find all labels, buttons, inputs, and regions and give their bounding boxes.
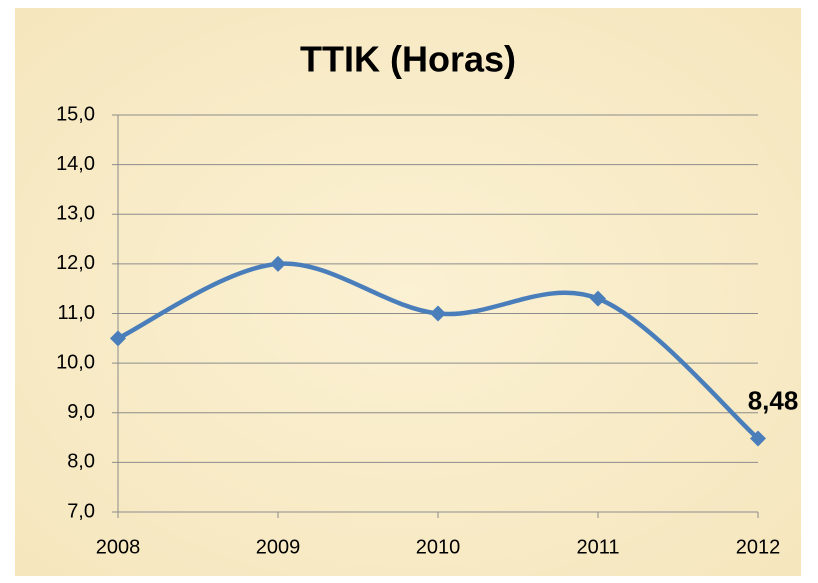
y-tick-label: 11,0 — [58, 302, 95, 324]
y-tick-label: 10,0 — [56, 351, 95, 373]
y-tick-label: 8,0 — [67, 451, 95, 473]
chart-title: TTIK (Horas) — [300, 39, 516, 80]
x-tick-label: 2008 — [96, 536, 141, 558]
y-tick-label: 9,0 — [67, 401, 95, 423]
y-tick-label: 7,0 — [67, 500, 95, 522]
y-tick-label: 12,0 — [56, 252, 95, 274]
point-marker — [590, 290, 606, 307]
point-marker — [750, 430, 766, 447]
data-label: 8,48 — [748, 385, 799, 415]
point-marker — [270, 255, 286, 272]
point-marker — [110, 330, 126, 347]
x-tick-label: 2010 — [416, 536, 461, 558]
point-marker — [430, 305, 446, 322]
x-tick-label: 2012 — [736, 536, 781, 558]
y-tick-label: 14,0 — [56, 153, 95, 175]
x-tick-label: 2011 — [576, 536, 619, 558]
y-tick-label: 15,0 — [56, 103, 95, 125]
y-tick-label: 13,0 — [56, 203, 95, 225]
chart-background — [15, 8, 801, 576]
x-tick-label: 2009 — [256, 536, 301, 558]
